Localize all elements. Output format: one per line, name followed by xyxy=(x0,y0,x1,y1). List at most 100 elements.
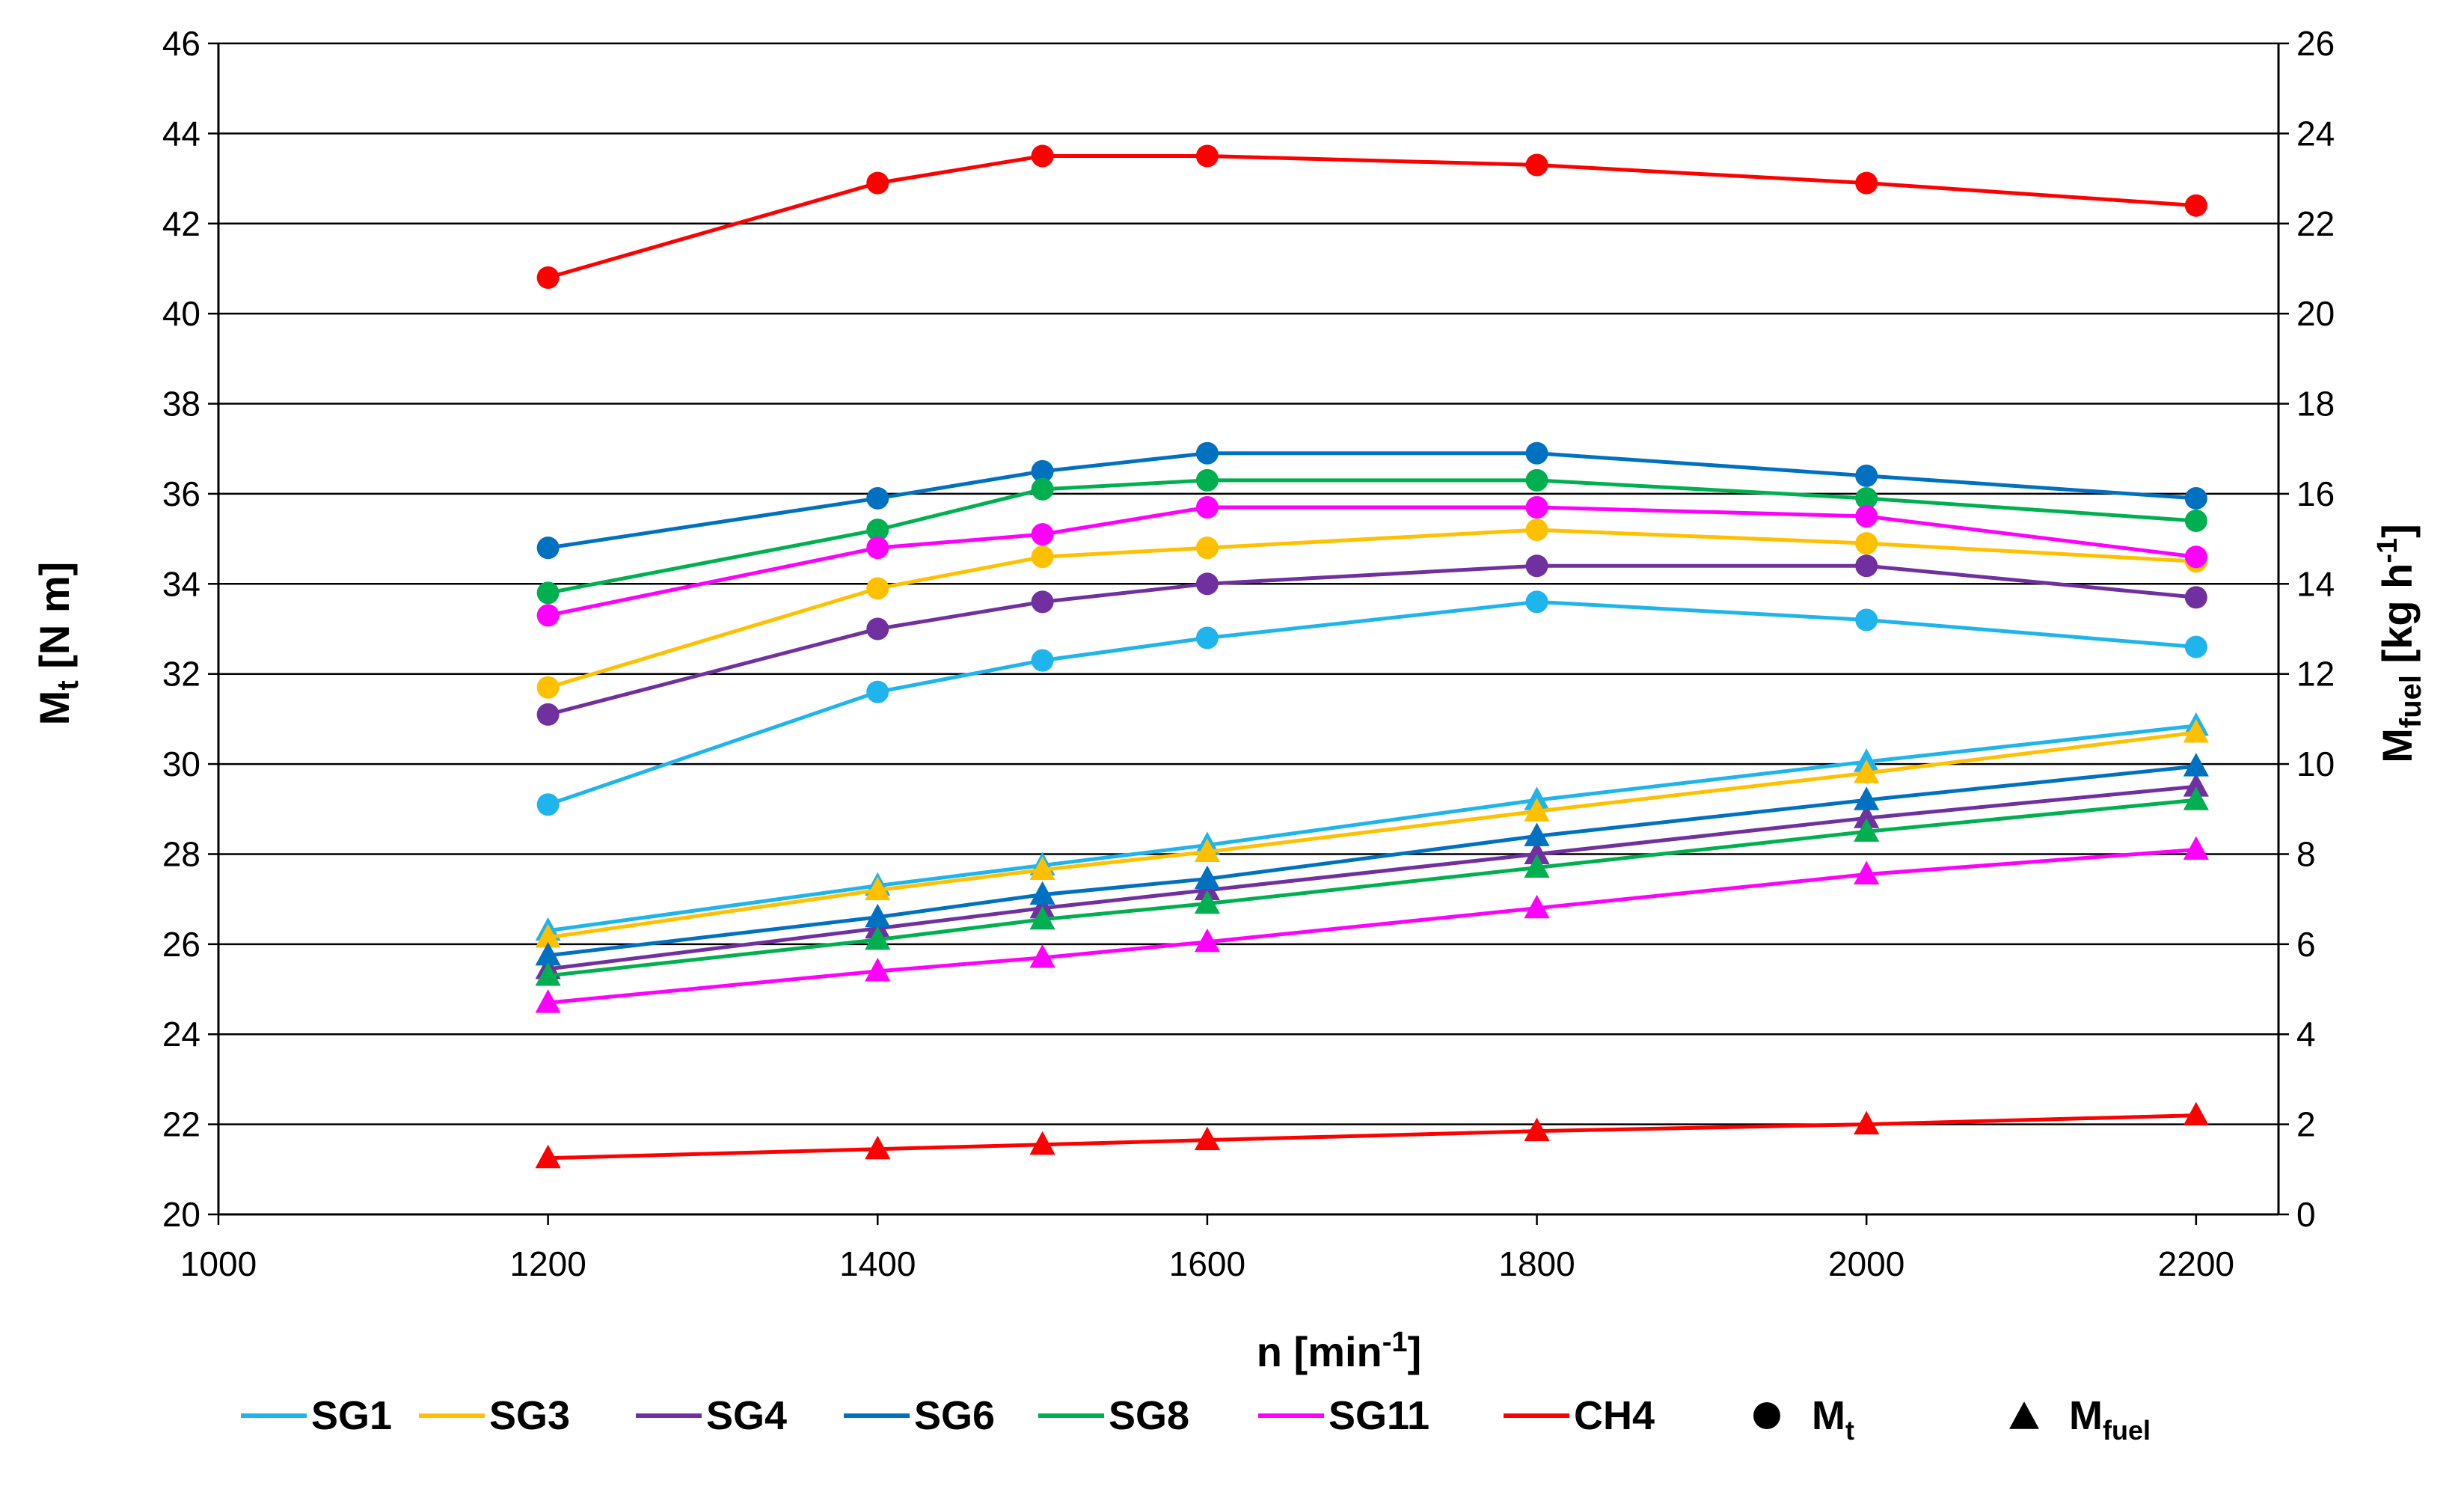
line-ch4-mfuel xyxy=(548,1113,2196,1161)
y2-tick-label: 0 xyxy=(2296,1195,2316,1234)
legend-label-sg8: SG8 xyxy=(1109,1393,1189,1438)
legend-marker-label-sub: t xyxy=(1845,1415,1854,1446)
series-sg6 xyxy=(535,441,2209,966)
point-sg8-mfuel xyxy=(535,961,561,986)
point-sg11-mfuel xyxy=(1854,860,1880,885)
y-tick-label: 38 xyxy=(162,385,200,424)
y2-tick-label: 8 xyxy=(2296,834,2316,873)
legend-marker-label-main: M xyxy=(1812,1393,1845,1438)
y2-tick-label: 4 xyxy=(2296,1015,2316,1054)
tick-labels: 2022242628303234363840424446024681012141… xyxy=(162,24,2335,1283)
point-sg11-mt xyxy=(1195,495,1219,519)
point-ch4-mt xyxy=(1031,144,1054,168)
point-sg4-mt xyxy=(1031,590,1054,614)
y2-axis-label-sup: -1 xyxy=(2372,538,2403,563)
point-sg11-mfuel xyxy=(2183,836,2209,860)
x-axis-label: n [min-1] xyxy=(1257,1327,1421,1375)
y2-axis-label-end: ] xyxy=(2373,524,2421,538)
point-sg3-mfuel xyxy=(1029,856,1055,881)
point-sg4-mt xyxy=(536,703,560,726)
y2-tick-label: 20 xyxy=(2296,294,2335,333)
legend-marker-label: Mfuel xyxy=(2069,1393,2151,1446)
legend-label-sg6: SG6 xyxy=(914,1393,995,1438)
point-sg3-mt xyxy=(1525,519,1548,542)
y2-tick-label: 14 xyxy=(2296,564,2335,603)
legend-marker-label-main: M xyxy=(2069,1393,2103,1438)
point-sg3-mfuel xyxy=(1194,838,1221,862)
point-ch4-mt xyxy=(1525,153,1548,177)
y-tick-label: 22 xyxy=(162,1105,200,1144)
gridlines xyxy=(218,42,2278,1216)
point-sg4-mt xyxy=(866,617,889,641)
y2-axis-label-suffix: [kg h xyxy=(2373,563,2421,675)
point-sg6-mt xyxy=(536,536,560,560)
point-sg6-mfuel xyxy=(535,941,561,966)
y-axis-label-suffix: [N m] xyxy=(31,562,78,681)
point-sg6-mfuel xyxy=(1854,786,1880,810)
point-ch4-mfuel xyxy=(2183,1101,2209,1126)
x-tick-label: 2000 xyxy=(1828,1244,1904,1283)
y-axis-label: Mt [N m] xyxy=(31,562,85,726)
point-sg11-mt xyxy=(1525,495,1548,519)
y-tick-label: 26 xyxy=(162,925,200,964)
legend-marker-circle-icon xyxy=(1753,1402,1780,1429)
point-sg8-mfuel xyxy=(1194,890,1221,914)
point-sg3-mt xyxy=(536,676,560,699)
point-sg1-mt xyxy=(536,793,560,816)
point-sg11-mt xyxy=(866,536,889,560)
y-tick-label: 44 xyxy=(162,114,200,153)
y2-tick-label: 10 xyxy=(2296,745,2335,783)
line-sg1-mt xyxy=(547,599,2197,807)
series-ch4 xyxy=(535,144,2209,1169)
point-sg11-mfuel xyxy=(1029,944,1055,968)
line-sg11-mt xyxy=(548,505,2197,617)
point-sg6-mfuel xyxy=(1029,881,1055,905)
point-ch4-mt xyxy=(866,171,889,195)
point-sg3-mt xyxy=(1195,536,1219,560)
point-sg1-mt xyxy=(866,680,889,703)
point-sg6-mt xyxy=(2184,486,2207,510)
point-sg3-mfuel xyxy=(1524,798,1550,822)
line-sg1-mfuel xyxy=(548,724,2197,933)
y2-tick-label: 22 xyxy=(2296,204,2335,243)
point-sg6-mt xyxy=(866,486,889,510)
line-sg8-mfuel xyxy=(548,798,2197,978)
line-sg6-mt xyxy=(548,451,2197,550)
series-sg11 xyxy=(535,495,2209,1013)
point-sg8-mt xyxy=(1525,468,1548,492)
point-sg3-mfuel xyxy=(535,923,561,948)
x-axis-label-main: n [min xyxy=(1257,1328,1382,1375)
y2-axis-label-sub: fuel xyxy=(2394,675,2427,728)
point-ch4-mt xyxy=(1195,144,1219,168)
y-tick-label: 34 xyxy=(162,564,200,603)
y-tick-label: 36 xyxy=(162,474,200,513)
point-sg11-mfuel xyxy=(1524,894,1550,919)
point-sg8-mt xyxy=(1855,486,1878,510)
point-sg4-mt xyxy=(1855,554,1878,578)
y2-axis-label-main: M xyxy=(2373,728,2421,763)
point-sg1-mt xyxy=(1195,626,1219,649)
point-ch4-mfuel xyxy=(535,1144,561,1169)
series-group xyxy=(535,144,2209,1169)
y-tick-label: 28 xyxy=(162,834,200,873)
point-ch4-mt xyxy=(536,266,560,289)
y-tick-label: 46 xyxy=(162,24,200,63)
point-sg6-mt xyxy=(1855,464,1878,487)
line-ch4-mt xyxy=(547,153,2197,280)
point-sg11-mt xyxy=(2184,545,2207,569)
y2-tick-label: 18 xyxy=(2296,385,2335,424)
line-sg6-mfuel xyxy=(548,764,2197,958)
y-tick-label: 20 xyxy=(162,1195,200,1234)
point-sg8-mt xyxy=(866,519,889,542)
y-tick-label: 32 xyxy=(162,655,200,694)
y2-axis-label: Mfuel [kg h-1] xyxy=(2372,524,2427,763)
point-sg8-mfuel xyxy=(865,926,891,950)
y-axis-label-main: M xyxy=(31,691,78,726)
point-sg6-mfuel xyxy=(2183,753,2209,777)
point-sg8-mfuel xyxy=(1854,818,1880,842)
point-ch4-mt xyxy=(1855,171,1878,195)
point-sg1-mt xyxy=(1031,649,1054,672)
point-sg11-mt xyxy=(1855,505,1878,528)
